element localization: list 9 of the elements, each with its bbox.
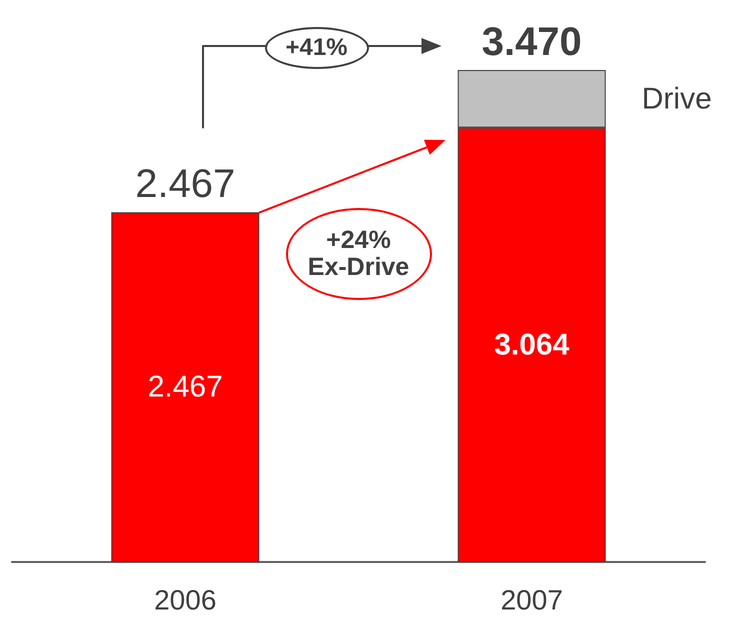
series-label: Drive xyxy=(642,82,712,116)
annotation: +24% Ex-Drive xyxy=(286,208,432,300)
x-tick-label: 2007 xyxy=(500,584,563,616)
text: +41% xyxy=(264,27,368,69)
data-label: 2.467 xyxy=(148,370,223,404)
data-label: 3.064 xyxy=(494,328,570,362)
total-label: 3.470 xyxy=(482,20,582,64)
total-label: 2.467 xyxy=(135,162,236,206)
x-tick-label: 2006 xyxy=(154,584,216,616)
